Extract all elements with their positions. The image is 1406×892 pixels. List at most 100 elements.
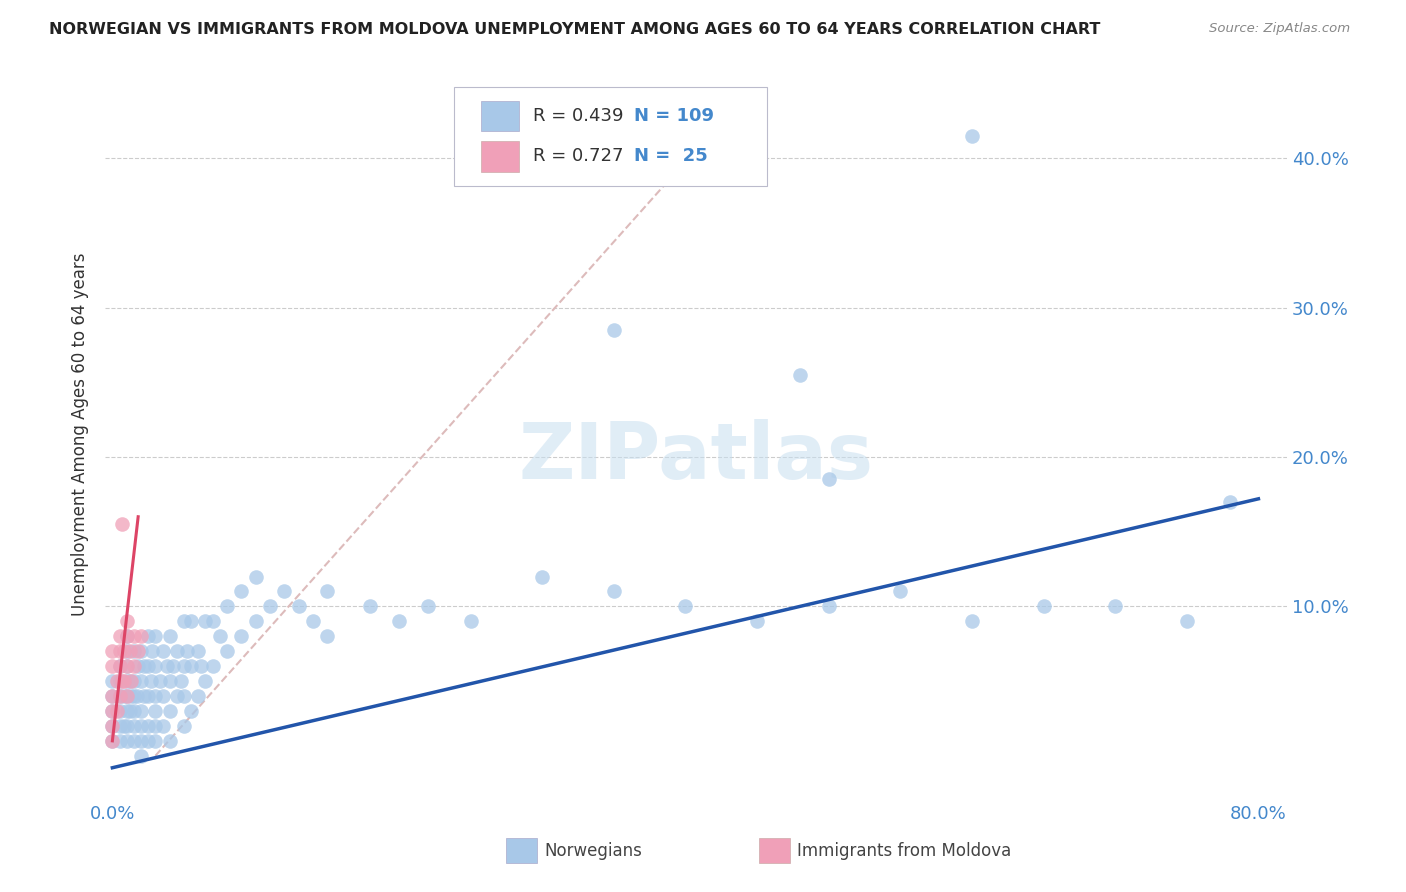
Point	[173, 689, 195, 703]
Point	[152, 719, 174, 733]
Text: Immigrants from Moldova: Immigrants from Moldova	[797, 842, 1011, 860]
Point	[166, 689, 188, 703]
Point	[208, 629, 231, 643]
Point	[1219, 495, 1241, 509]
Point	[187, 644, 209, 658]
Point	[122, 719, 145, 733]
Text: Source: ZipAtlas.com: Source: ZipAtlas.com	[1209, 22, 1350, 36]
Point	[129, 748, 152, 763]
Point	[115, 689, 138, 703]
Point	[143, 689, 166, 703]
Point	[201, 615, 224, 629]
Bar	[481, 141, 519, 172]
Point	[136, 689, 159, 703]
Point	[129, 629, 152, 643]
Point	[108, 674, 131, 689]
Text: N = 109: N = 109	[634, 107, 713, 125]
Point	[101, 719, 124, 733]
Point	[316, 584, 339, 599]
Point	[111, 517, 134, 532]
Point	[112, 689, 135, 703]
Point	[166, 644, 188, 658]
Point	[245, 615, 267, 629]
Point	[162, 659, 184, 673]
Point	[108, 644, 131, 658]
Point	[120, 674, 142, 689]
Point	[143, 659, 166, 673]
Point	[149, 674, 172, 689]
Point	[122, 704, 145, 718]
Point	[127, 659, 149, 673]
Point	[180, 704, 202, 718]
Point	[173, 719, 195, 733]
Point	[115, 629, 138, 643]
Point	[115, 689, 138, 703]
Point	[101, 689, 124, 703]
Point	[215, 599, 238, 614]
Point	[129, 719, 152, 733]
Point	[789, 368, 811, 382]
Point	[603, 584, 626, 599]
Point	[112, 644, 135, 658]
Point	[136, 734, 159, 748]
Point	[105, 704, 128, 718]
Point	[129, 674, 152, 689]
Point	[108, 734, 131, 748]
Point	[531, 569, 554, 583]
Point	[132, 689, 155, 703]
Point	[136, 659, 159, 673]
Point	[101, 659, 124, 673]
Point	[132, 659, 155, 673]
Point	[302, 615, 325, 629]
Point	[194, 615, 217, 629]
Text: Norwegians: Norwegians	[544, 842, 643, 860]
Point	[115, 644, 138, 658]
Point	[201, 659, 224, 673]
Point	[122, 734, 145, 748]
Point	[139, 674, 162, 689]
Y-axis label: Unemployment Among Ages 60 to 64 years: Unemployment Among Ages 60 to 64 years	[72, 252, 89, 616]
Point	[127, 644, 149, 658]
Point	[115, 719, 138, 733]
Point	[115, 659, 138, 673]
Point	[388, 615, 411, 629]
Text: R = 0.439: R = 0.439	[533, 107, 623, 125]
Point	[173, 615, 195, 629]
Point	[231, 584, 253, 599]
Point	[118, 674, 141, 689]
Point	[118, 644, 141, 658]
Point	[108, 689, 131, 703]
Point	[416, 599, 439, 614]
Point	[122, 659, 145, 673]
Point	[129, 734, 152, 748]
Point	[1175, 615, 1198, 629]
Point	[101, 704, 124, 718]
Point	[101, 734, 124, 748]
Point	[101, 704, 124, 718]
Text: N =  25: N = 25	[634, 147, 707, 165]
Point	[101, 719, 124, 733]
Point	[173, 659, 195, 673]
FancyBboxPatch shape	[454, 87, 768, 186]
Point	[111, 674, 134, 689]
Point	[115, 629, 138, 643]
Point	[129, 704, 152, 718]
Point	[960, 128, 983, 143]
Point	[159, 674, 181, 689]
Point	[112, 674, 135, 689]
Point	[152, 689, 174, 703]
Point	[108, 719, 131, 733]
Point	[122, 689, 145, 703]
Point	[108, 659, 131, 673]
Point	[245, 569, 267, 583]
Point	[136, 629, 159, 643]
Point	[141, 644, 163, 658]
Point	[122, 674, 145, 689]
Point	[108, 659, 131, 673]
Point	[115, 615, 138, 629]
Point	[159, 734, 181, 748]
Point	[170, 674, 193, 689]
Point	[115, 704, 138, 718]
Point	[359, 599, 381, 614]
Point	[215, 644, 238, 658]
